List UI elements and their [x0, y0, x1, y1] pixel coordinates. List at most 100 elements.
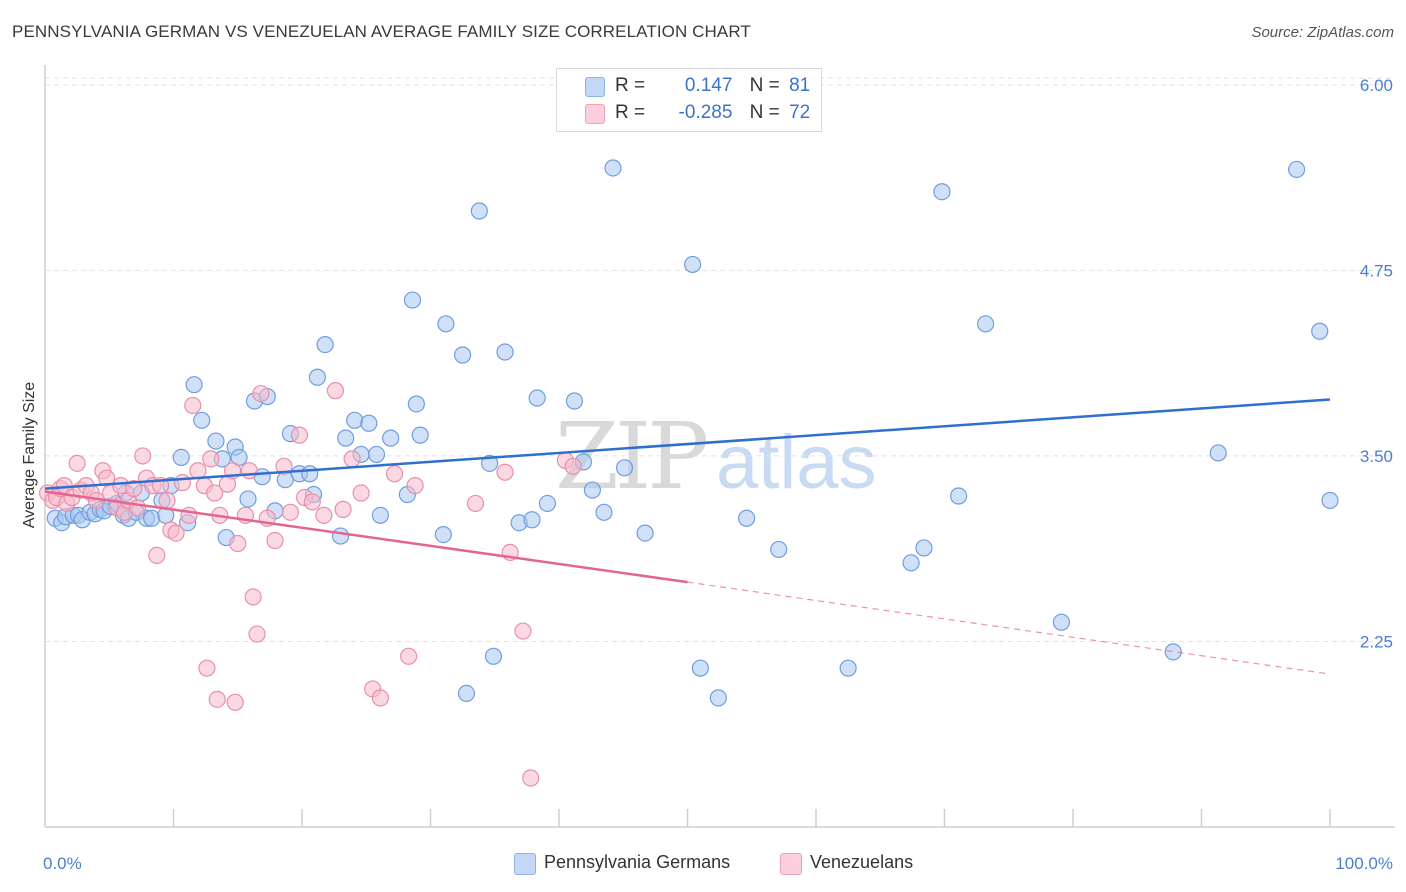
- y-axis-label: Average Family Size: [21, 382, 38, 529]
- legend-r-label: R =: [615, 75, 646, 96]
- correlation-legend: R = 0.147 N = 81 R = -0.285 N = 72: [556, 68, 822, 132]
- trend-lines: [44, 398, 1331, 675]
- data-point: [496, 463, 514, 481]
- gridlines: [45, 77, 1395, 642]
- trend-line-pennsylvania-germans: [44, 398, 1331, 490]
- data-point: [514, 622, 532, 640]
- data-point: [346, 411, 364, 429]
- legend-row-venezuelans: R = -0.285 N = 72: [615, 102, 810, 124]
- data-point: [180, 506, 198, 524]
- data-point: [281, 503, 300, 521]
- legend-n-label: N =: [749, 102, 780, 123]
- data-point: [915, 539, 933, 557]
- data-point: [564, 457, 582, 475]
- data-point: [595, 503, 613, 521]
- data-point: [565, 392, 584, 410]
- data-point: [403, 291, 422, 309]
- data-point: [229, 534, 247, 553]
- data-point: [173, 474, 192, 492]
- data-point: [839, 659, 857, 677]
- data-point: [343, 450, 361, 468]
- data-point: [193, 411, 211, 429]
- axes: [44, 65, 1395, 828]
- data-point: [167, 524, 185, 542]
- trend-line-venezuelans: [44, 490, 688, 584]
- data-point: [266, 531, 284, 550]
- data-point: [172, 448, 190, 467]
- trend-line-venezuelans-extension: [687, 581, 1331, 675]
- data-point: [481, 454, 499, 472]
- data-point: [367, 445, 386, 464]
- data-point: [933, 183, 951, 201]
- data-point: [208, 690, 226, 708]
- legend-swatch-pennsylvania-germans: [585, 77, 605, 97]
- data-point: [1164, 643, 1182, 661]
- data-point: [466, 494, 485, 513]
- data-point: [615, 459, 634, 477]
- data-point: [326, 382, 345, 400]
- data-point: [684, 255, 702, 274]
- data-point: [691, 659, 709, 677]
- data-point: [1052, 613, 1071, 631]
- y-tick-label: 2.25: [1360, 632, 1393, 651]
- data-point: [1209, 444, 1227, 462]
- series-venezuelans: [38, 382, 582, 787]
- legend-row-pennsylvania-germans: R = 0.147 N = 81: [615, 75, 810, 97]
- data-point: [331, 527, 350, 545]
- data-point: [371, 689, 389, 707]
- data-point: [198, 659, 216, 677]
- data-point: [207, 432, 225, 450]
- data-point: [158, 491, 176, 510]
- tick-labels: 2.25 3.50 4.75 6.00 0.0% 100.0%: [43, 76, 1393, 873]
- data-point: [371, 506, 389, 524]
- legend-n-value: 72: [789, 102, 811, 123]
- data-point: [315, 506, 333, 524]
- data-point: [184, 396, 202, 415]
- data-point: [523, 511, 541, 529]
- legend-swatch-venezuelans: [585, 104, 605, 124]
- data-point: [337, 429, 355, 447]
- data-point: [709, 689, 727, 707]
- legend-n-value: 81: [789, 75, 811, 96]
- data-point: [470, 202, 488, 220]
- y-tick-label: 4.75: [1360, 261, 1393, 280]
- data-point: [437, 315, 455, 333]
- data-point: [434, 525, 452, 544]
- legend-r-label: R =: [615, 102, 646, 123]
- data-point: [316, 335, 334, 354]
- data-point: [738, 509, 756, 527]
- data-point: [239, 490, 257, 508]
- data-point: [352, 484, 370, 502]
- data-point: [68, 454, 86, 472]
- legend-r-value: -0.285: [678, 102, 733, 123]
- data-point: [252, 384, 270, 403]
- data-point: [226, 693, 244, 711]
- chart-title: PENNSYLVANIA GERMAN VS VENEZUELAN AVERAG…: [12, 22, 751, 41]
- data-point: [407, 395, 425, 413]
- data-point: [275, 457, 293, 475]
- data-point: [636, 524, 654, 542]
- bottom-legend-pennsylvania-germans: Pennsylvania Germans: [544, 852, 731, 872]
- data-point: [125, 479, 143, 498]
- data-point: [360, 414, 378, 432]
- watermark: ZIP atlas: [555, 403, 877, 510]
- data-point: [770, 540, 788, 559]
- data-point: [1287, 160, 1306, 179]
- data-point: [454, 346, 472, 364]
- data-point: [148, 546, 166, 564]
- data-point: [128, 499, 147, 517]
- data-point: [290, 426, 309, 444]
- data-point: [334, 500, 352, 518]
- data-points: [38, 107, 1339, 787]
- x-tick-label-min: 0.0%: [43, 854, 82, 873]
- data-point: [134, 447, 152, 465]
- data-point: [457, 684, 476, 703]
- data-point: [143, 509, 161, 527]
- data-point: [385, 465, 404, 483]
- y-tick-label: 6.00: [1360, 76, 1393, 95]
- data-point: [977, 315, 995, 333]
- data-point: [185, 376, 203, 394]
- data-point: [528, 389, 546, 407]
- legend-n-label: N =: [749, 75, 780, 96]
- data-point: [496, 343, 514, 361]
